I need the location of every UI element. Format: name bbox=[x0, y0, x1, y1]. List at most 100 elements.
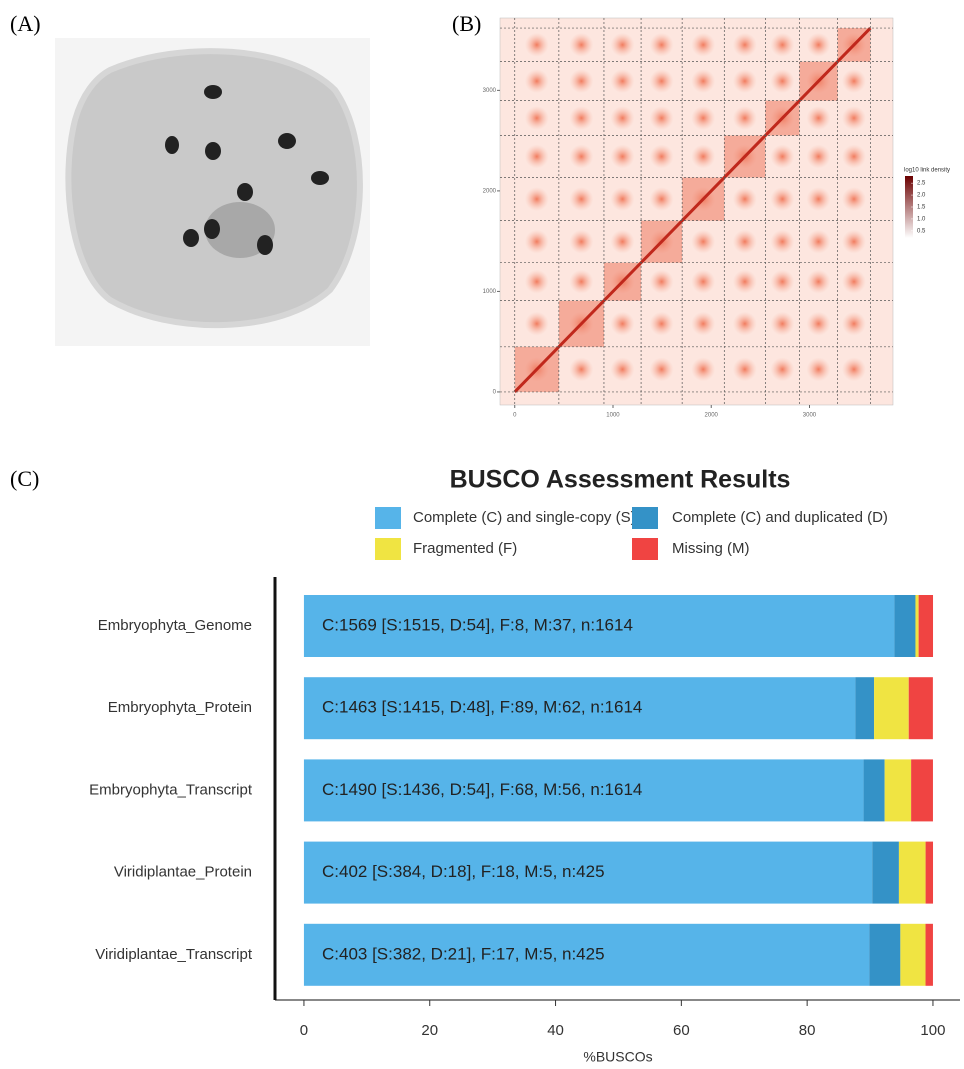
contact-blob bbox=[770, 312, 794, 336]
contact-blob bbox=[842, 69, 866, 93]
contact-blob bbox=[691, 33, 715, 57]
contact-blob bbox=[691, 357, 715, 381]
contact-blob bbox=[650, 187, 674, 211]
contact-blob bbox=[569, 187, 593, 211]
y-tick-label: 0 bbox=[493, 390, 497, 396]
contact-blob bbox=[611, 145, 635, 169]
panel-label: (A) bbox=[10, 11, 41, 36]
category-label: Embryophyta_Genome bbox=[98, 617, 252, 634]
panel-label: (C) bbox=[10, 466, 39, 491]
contact-blob bbox=[733, 187, 757, 211]
colorbar-tick-label: 1.0 bbox=[917, 217, 926, 223]
colorbar-tick-label: 1.5 bbox=[917, 205, 926, 211]
contact-blob bbox=[525, 230, 549, 254]
legend-swatch bbox=[632, 507, 658, 529]
x-tick-label: 80 bbox=[799, 1022, 816, 1039]
contact-blob bbox=[569, 357, 593, 381]
legend-title: log10 link density bbox=[904, 168, 950, 174]
bar-segment bbox=[900, 924, 925, 986]
contact-blob bbox=[842, 270, 866, 294]
contact-blob bbox=[691, 69, 715, 93]
contact-blob bbox=[525, 106, 549, 130]
y-tick-label: 2000 bbox=[483, 188, 497, 194]
contact-blob bbox=[611, 187, 635, 211]
legend-swatch bbox=[632, 538, 658, 560]
x-axis-label: %BUSCOs bbox=[583, 1049, 652, 1065]
x-tick-label: 40 bbox=[547, 1022, 564, 1039]
contact-blob bbox=[770, 69, 794, 93]
category-label: Viridiplantae_Transcript bbox=[95, 946, 253, 963]
bar-segment bbox=[915, 595, 918, 657]
contact-blob bbox=[650, 312, 674, 336]
contact-blob bbox=[807, 33, 831, 57]
micrograph bbox=[55, 38, 370, 346]
contact-blob bbox=[770, 145, 794, 169]
contact-blob bbox=[569, 145, 593, 169]
bar-segment bbox=[855, 677, 874, 739]
contact-blob bbox=[807, 357, 831, 381]
contact-blob bbox=[807, 145, 831, 169]
contact-blob bbox=[525, 270, 549, 294]
contact-blob bbox=[611, 106, 635, 130]
contact-blob bbox=[807, 230, 831, 254]
contact-blob bbox=[691, 145, 715, 169]
x-tick-label: 60 bbox=[673, 1022, 690, 1039]
contact-blob bbox=[611, 69, 635, 93]
bar-segment bbox=[872, 842, 899, 904]
legend-swatch bbox=[375, 507, 401, 529]
colorbar-tick-label: 0.5 bbox=[917, 228, 926, 234]
bar-segment bbox=[885, 759, 911, 821]
bar-segment bbox=[864, 759, 885, 821]
contact-blob bbox=[611, 312, 635, 336]
contact-blob bbox=[733, 106, 757, 130]
contact-blob bbox=[770, 230, 794, 254]
bar-segment bbox=[911, 759, 933, 821]
contact-blob bbox=[770, 187, 794, 211]
contact-blob bbox=[807, 106, 831, 130]
x-tick-label: 0 bbox=[300, 1022, 308, 1039]
colorbar-tick-label: 2.5 bbox=[917, 181, 926, 187]
contact-blob bbox=[842, 145, 866, 169]
contact-blob bbox=[691, 106, 715, 130]
x-tick-label: 20 bbox=[421, 1022, 438, 1039]
contact-blob bbox=[650, 270, 674, 294]
contact-blob bbox=[807, 187, 831, 211]
contact-blob bbox=[569, 106, 593, 130]
contact-blob bbox=[569, 230, 593, 254]
bar-segment bbox=[894, 595, 915, 657]
bar-segment bbox=[899, 842, 926, 904]
contact-blob bbox=[650, 145, 674, 169]
contact-blob bbox=[842, 312, 866, 336]
contact-blob bbox=[770, 270, 794, 294]
x-tick-label: 0 bbox=[513, 413, 517, 419]
bar-label: C:1490 [S:1436, D:54], F:68, M:56, n:161… bbox=[322, 780, 642, 799]
contact-blob bbox=[650, 106, 674, 130]
contact-blob bbox=[611, 230, 635, 254]
category-label: Embryophyta_Protein bbox=[108, 699, 252, 716]
x-tick-label: 1000 bbox=[606, 413, 620, 419]
contact-blob bbox=[525, 312, 549, 336]
contact-blob bbox=[733, 270, 757, 294]
contact-blob bbox=[733, 357, 757, 381]
contact-blob bbox=[842, 106, 866, 130]
contact-blob bbox=[842, 230, 866, 254]
contact-blob bbox=[650, 33, 674, 57]
contact-blob bbox=[525, 69, 549, 93]
contact-blob bbox=[611, 33, 635, 57]
contact-blob bbox=[525, 187, 549, 211]
contact-blob bbox=[770, 357, 794, 381]
bar-segment bbox=[874, 677, 909, 739]
contact-blob bbox=[525, 33, 549, 57]
contact-blob bbox=[733, 312, 757, 336]
contact-blob bbox=[691, 312, 715, 336]
bar-segment bbox=[926, 924, 933, 986]
bar-label: C:403 [S:382, D:21], F:17, M:5, n:425 bbox=[322, 944, 605, 963]
contact-blob bbox=[569, 270, 593, 294]
bar-label: C:402 [S:384, D:18], F:18, M:5, n:425 bbox=[322, 862, 605, 881]
contact-blob bbox=[842, 187, 866, 211]
x-tick-label: 2000 bbox=[705, 413, 719, 419]
category-label: Embryophyta_Transcript bbox=[89, 781, 253, 798]
colorbar-tick-label: 2.0 bbox=[917, 193, 926, 199]
legend-swatch bbox=[375, 538, 401, 560]
x-tick-label: 3000 bbox=[803, 413, 817, 419]
